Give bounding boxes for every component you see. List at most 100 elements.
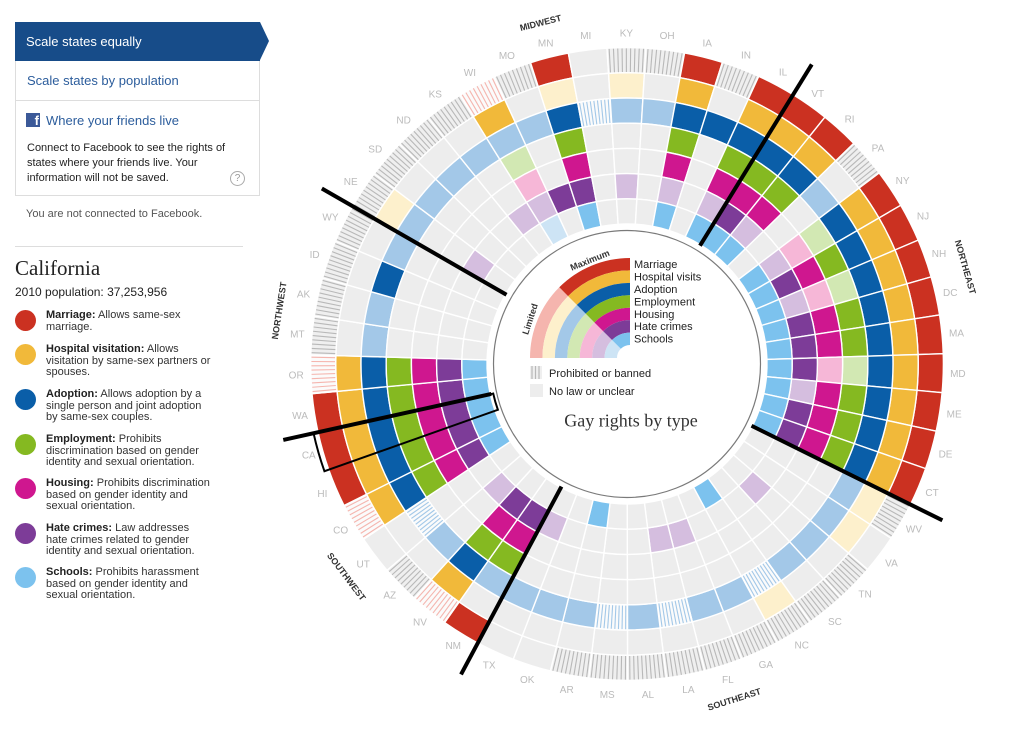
cell-ky-schools[interactable] [615,198,638,226]
state-column-oh[interactable] [634,47,686,228]
state-column-mn[interactable] [529,52,602,232]
state-label-wa[interactable]: WA [292,411,308,422]
tab-scale-states-by-population[interactable]: Scale states by population [15,61,260,101]
cell-ma-housing[interactable] [814,329,844,359]
state-label-az[interactable]: AZ [383,590,396,601]
state-label-de[interactable]: DE [939,450,953,461]
cell-md-hate_crimes[interactable] [790,357,819,383]
state-label-co[interactable]: CO [333,526,348,537]
cell-al-adoption[interactable] [626,602,661,631]
cell-mi-employment[interactable] [581,122,615,153]
state-label-fl[interactable]: FL [722,675,734,686]
state-label-al[interactable]: AL [642,690,655,701]
cell-ms-employment[interactable] [597,577,629,606]
state-label-tn[interactable]: TN [858,590,871,601]
state-label-vt[interactable]: VT [811,89,824,100]
cell-ky-hate_crimes[interactable] [614,172,640,200]
cell-md-employment[interactable] [840,355,869,387]
cell-md-marriage[interactable] [916,352,945,394]
state-label-mt[interactable]: MT [290,330,304,341]
state-label-ok[interactable]: OK [520,675,535,686]
state-label-ia[interactable]: IA [702,38,712,49]
cell-ma-adoption[interactable] [864,321,894,357]
cell-mi-hate_crimes[interactable] [590,173,618,203]
state-column-md[interactable] [765,352,945,394]
cell-oh-employment[interactable] [639,122,672,153]
state-column-ne[interactable] [351,172,517,296]
cell-al-schools[interactable] [626,502,649,530]
cell-or-hate_crimes[interactable] [435,357,464,383]
state-label-sc[interactable]: SC [828,617,842,628]
cell-ms-hate_crimes[interactable] [603,527,629,556]
state-label-ar[interactable]: AR [560,685,574,696]
cell-ms-hospital[interactable] [590,627,629,656]
state-label-nd[interactable]: ND [396,115,410,126]
state-column-ma[interactable] [764,314,944,361]
state-column-al[interactable] [626,502,668,682]
cell-ma-hate_crimes[interactable] [789,333,819,360]
cell-ms-housing[interactable] [600,552,629,581]
cell-or-hospital[interactable] [335,354,363,393]
state-label-ne[interactable]: NE [344,177,358,188]
facebook-connect-link[interactable]: Where your friends live [46,113,179,128]
cell-ma-marriage[interactable] [913,314,944,356]
state-label-nj[interactable]: NJ [917,211,929,222]
state-column-ms[interactable] [587,502,629,682]
cell-al-hate_crimes[interactable] [626,527,652,556]
state-label-nm[interactable]: NM [445,641,461,652]
state-label-nh[interactable]: NH [932,249,946,260]
state-column-me[interactable] [762,375,943,432]
state-label-nv[interactable]: NV [413,618,427,629]
cell-mt-housing[interactable] [410,330,440,360]
cell-al-employment[interactable] [626,577,658,606]
state-label-il[interactable]: IL [779,68,788,79]
state-label-nc[interactable]: NC [795,641,809,652]
state-label-wi[interactable]: WI [464,68,476,79]
state-column-nj[interactable] [747,204,920,311]
state-label-va[interactable]: VA [885,559,898,570]
state-label-ms[interactable]: MS [600,690,615,701]
state-label-ky[interactable]: KY [620,29,634,40]
cell-or-housing[interactable] [410,357,439,386]
state-column-ak[interactable] [313,277,494,344]
state-label-ca[interactable]: CA [302,451,316,462]
state-label-pa[interactable]: PA [872,144,885,155]
state-label-tx[interactable]: TX [483,660,496,671]
state-column-va[interactable] [732,440,893,571]
cell-oh-adoption[interactable] [640,97,677,129]
state-column-id[interactable] [321,240,499,327]
cell-mt-adoption[interactable] [360,322,390,358]
state-label-oh[interactable]: OH [660,31,675,42]
state-label-wv[interactable]: WV [906,525,922,536]
cell-or-employment[interactable] [385,356,414,388]
cell-ky-employment[interactable] [611,122,643,150]
cell-ma-employment[interactable] [839,325,869,358]
cell-mt-hospital[interactable] [335,319,365,357]
state-label-mo[interactable]: MO [499,51,515,62]
state-label-ri[interactable]: RI [845,115,855,126]
facebook-icon[interactable]: f [26,113,40,127]
cell-al-hospital[interactable] [626,627,665,656]
tab-scale-states-equally[interactable]: Scale states equally [15,22,269,61]
question-circle-icon[interactable]: ? [230,171,245,186]
state-label-me[interactable]: ME [947,410,962,421]
cell-or-schools[interactable] [461,358,489,381]
state-column-ia[interactable] [651,52,724,232]
state-label-mi[interactable]: MI [580,31,591,42]
state-label-ga[interactable]: GA [759,660,774,671]
state-label-la[interactable]: LA [682,685,695,696]
state-label-ak[interactable]: AK [297,289,311,300]
state-column-hi[interactable] [327,409,503,507]
state-label-in[interactable]: IN [741,51,751,62]
state-label-mn[interactable]: MN [538,39,554,50]
state-label-ma[interactable]: MA [949,328,964,339]
state-label-ct[interactable]: CT [925,488,938,499]
cell-ky-hospital[interactable] [607,72,646,100]
state-label-or[interactable]: OR [289,370,304,381]
cell-ky-housing[interactable] [612,147,641,175]
cell-md-hospital[interactable] [891,353,919,392]
state-label-ks[interactable]: KS [429,90,443,101]
state-label-md[interactable]: MD [950,369,966,380]
cell-ma-schools[interactable] [764,337,793,361]
cell-md-housing[interactable] [815,356,844,385]
